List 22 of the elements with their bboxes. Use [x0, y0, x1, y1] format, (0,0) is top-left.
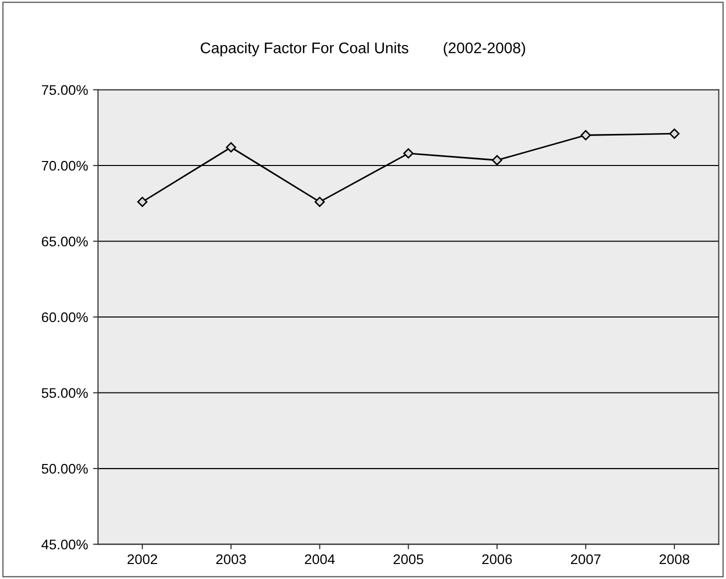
point	[314, 196, 325, 207]
x-tick-label: 2006	[482, 554, 512, 564]
y-tick-label: 55.00%	[42, 388, 88, 398]
point	[492, 155, 502, 166]
point	[137, 196, 148, 207]
point	[226, 142, 236, 152]
y-tick-label: 65.00%	[42, 236, 88, 246]
point	[403, 148, 414, 158]
y-tick-label: 75.00%	[42, 85, 88, 95]
y-tick-label: 50.00%	[42, 464, 88, 474]
y-tick-label: 70.00%	[42, 160, 88, 171]
x-tick-label: 2007	[570, 554, 600, 564]
x-tick-label: 2003	[216, 554, 246, 564]
point	[580, 130, 591, 140]
x-tick-label: 2008	[660, 554, 690, 564]
chart-title: Capacity Factor For Coal Units (2002-2008)	[200, 42, 526, 56]
y-tick-label: 60.00%	[42, 312, 88, 322]
x-tick-label: 2004	[304, 554, 335, 564]
x-tick-label: 2002	[128, 554, 158, 564]
y-tick-label: 45.00%	[42, 540, 88, 550]
point	[669, 128, 680, 139]
x-tick-label: 2005	[394, 554, 424, 564]
